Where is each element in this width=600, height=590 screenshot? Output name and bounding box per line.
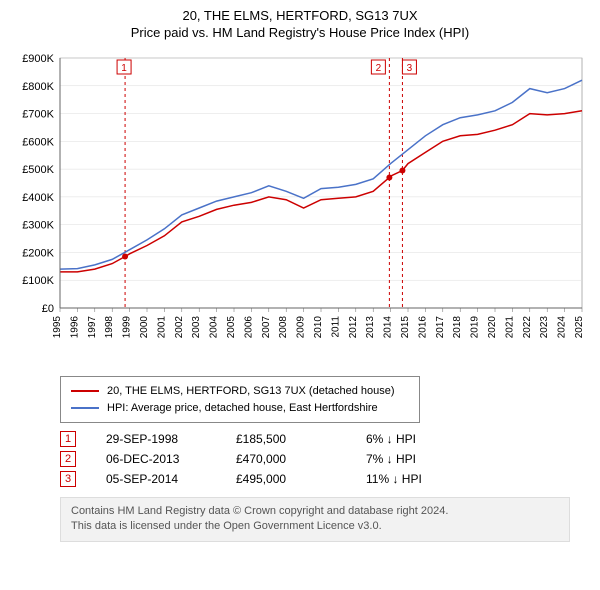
- marker-delta: 6% ↓ HPI: [366, 432, 466, 446]
- marker-date: 06-DEC-2013: [106, 452, 206, 466]
- svg-text:£600K: £600K: [22, 136, 54, 148]
- svg-text:1998: 1998: [104, 316, 115, 339]
- page-subtitle: Price paid vs. HM Land Registry's House …: [12, 25, 588, 40]
- svg-text:2015: 2015: [400, 316, 411, 339]
- svg-text:2002: 2002: [174, 316, 185, 339]
- marker-row: 1 29-SEP-1998 £185,500 6% ↓ HPI: [60, 431, 588, 447]
- chart-svg: £0 £100K £200K £300K £400K £500K £600K £700K £80…: [12, 48, 588, 368]
- svg-text:2024: 2024: [557, 316, 568, 339]
- marker-row: 2 06-DEC-2013 £470,000 7% ↓ HPI: [60, 451, 588, 467]
- marker-row: 3 05-SEP-2014 £495,000 11% ↓ HPI: [60, 471, 588, 487]
- footer-line: This data is licensed under the Open Gov…: [71, 519, 559, 534]
- svg-text:2000: 2000: [139, 316, 150, 339]
- marker-table: 1 29-SEP-1998 £185,500 6% ↓ HPI 2 06-DEC-2013…: [12, 431, 588, 487]
- page: 20, THE ELMS, HERTFORD, SG13 7UX Price p…: [0, 0, 600, 590]
- svg-text:2010: 2010: [313, 316, 324, 339]
- svg-text:2021: 2021: [504, 316, 515, 339]
- svg-text:2014: 2014: [383, 316, 394, 339]
- svg-text:£900K: £900K: [22, 53, 54, 65]
- svg-text:2008: 2008: [278, 316, 289, 339]
- marker-date: 29-SEP-1998: [106, 432, 206, 446]
- svg-text:2012: 2012: [348, 316, 359, 339]
- svg-text:£100K: £100K: [22, 275, 54, 287]
- svg-text:£400K: £400K: [22, 192, 54, 204]
- svg-text:2013: 2013: [365, 316, 376, 339]
- svg-text:2011: 2011: [330, 316, 341, 338]
- svg-text:2022: 2022: [522, 316, 533, 339]
- marker-id-box: 3: [60, 471, 76, 487]
- svg-text:2018: 2018: [452, 316, 463, 339]
- svg-text:2009: 2009: [296, 316, 307, 339]
- svg-text:2007: 2007: [261, 316, 272, 339]
- legend-swatch: [71, 407, 99, 409]
- marker-date: 05-SEP-2014: [106, 472, 206, 486]
- legend-item: 20, THE ELMS, HERTFORD, SG13 7UX (detach…: [71, 383, 409, 400]
- svg-text:£700K: £700K: [22, 109, 54, 121]
- marker-price: £495,000: [236, 472, 336, 486]
- page-title: 20, THE ELMS, HERTFORD, SG13 7UX: [12, 8, 588, 23]
- svg-text:2023: 2023: [539, 316, 550, 339]
- svg-text:2025: 2025: [574, 316, 585, 339]
- svg-text:1: 1: [121, 63, 127, 74]
- svg-text:£300K: £300K: [22, 220, 54, 232]
- legend-label: HPI: Average price, detached house, East…: [107, 400, 378, 417]
- svg-text:1995: 1995: [52, 316, 63, 339]
- svg-text:2006: 2006: [243, 316, 254, 339]
- marker-price: £185,500: [236, 432, 336, 446]
- marker-price: £470,000: [236, 452, 336, 466]
- svg-text:2005: 2005: [226, 316, 237, 339]
- marker-delta: 7% ↓ HPI: [366, 452, 466, 466]
- chart: £0 £100K £200K £300K £400K £500K £600K £700K £80…: [12, 48, 588, 368]
- svg-text:£800K: £800K: [22, 81, 54, 93]
- legend: 20, THE ELMS, HERTFORD, SG13 7UX (detach…: [60, 376, 420, 423]
- svg-text:1996: 1996: [69, 316, 80, 339]
- title-block: 20, THE ELMS, HERTFORD, SG13 7UX Price p…: [12, 8, 588, 40]
- marker-delta: 11% ↓ HPI: [366, 472, 466, 486]
- svg-text:£200K: £200K: [22, 247, 54, 259]
- svg-text:2016: 2016: [417, 316, 428, 339]
- footer-line: Contains HM Land Registry data © Crown c…: [71, 504, 559, 519]
- svg-text:2003: 2003: [191, 316, 202, 339]
- svg-text:3: 3: [407, 63, 413, 74]
- svg-text:1999: 1999: [122, 316, 133, 339]
- svg-text:£500K: £500K: [22, 164, 54, 176]
- svg-text:2017: 2017: [435, 316, 446, 339]
- legend-item: HPI: Average price, detached house, East…: [71, 400, 409, 417]
- svg-text:2: 2: [376, 63, 382, 74]
- marker-id-box: 1: [60, 431, 76, 447]
- svg-text:2019: 2019: [470, 316, 481, 339]
- svg-text:2020: 2020: [487, 316, 498, 339]
- footer: Contains HM Land Registry data © Crown c…: [60, 497, 570, 542]
- legend-label: 20, THE ELMS, HERTFORD, SG13 7UX (detach…: [107, 383, 395, 400]
- legend-swatch: [71, 390, 99, 392]
- marker-id-box: 2: [60, 451, 76, 467]
- svg-text:2004: 2004: [209, 316, 220, 339]
- svg-text:1997: 1997: [87, 316, 98, 339]
- svg-text:£0: £0: [42, 303, 54, 315]
- svg-text:2001: 2001: [156, 316, 167, 339]
